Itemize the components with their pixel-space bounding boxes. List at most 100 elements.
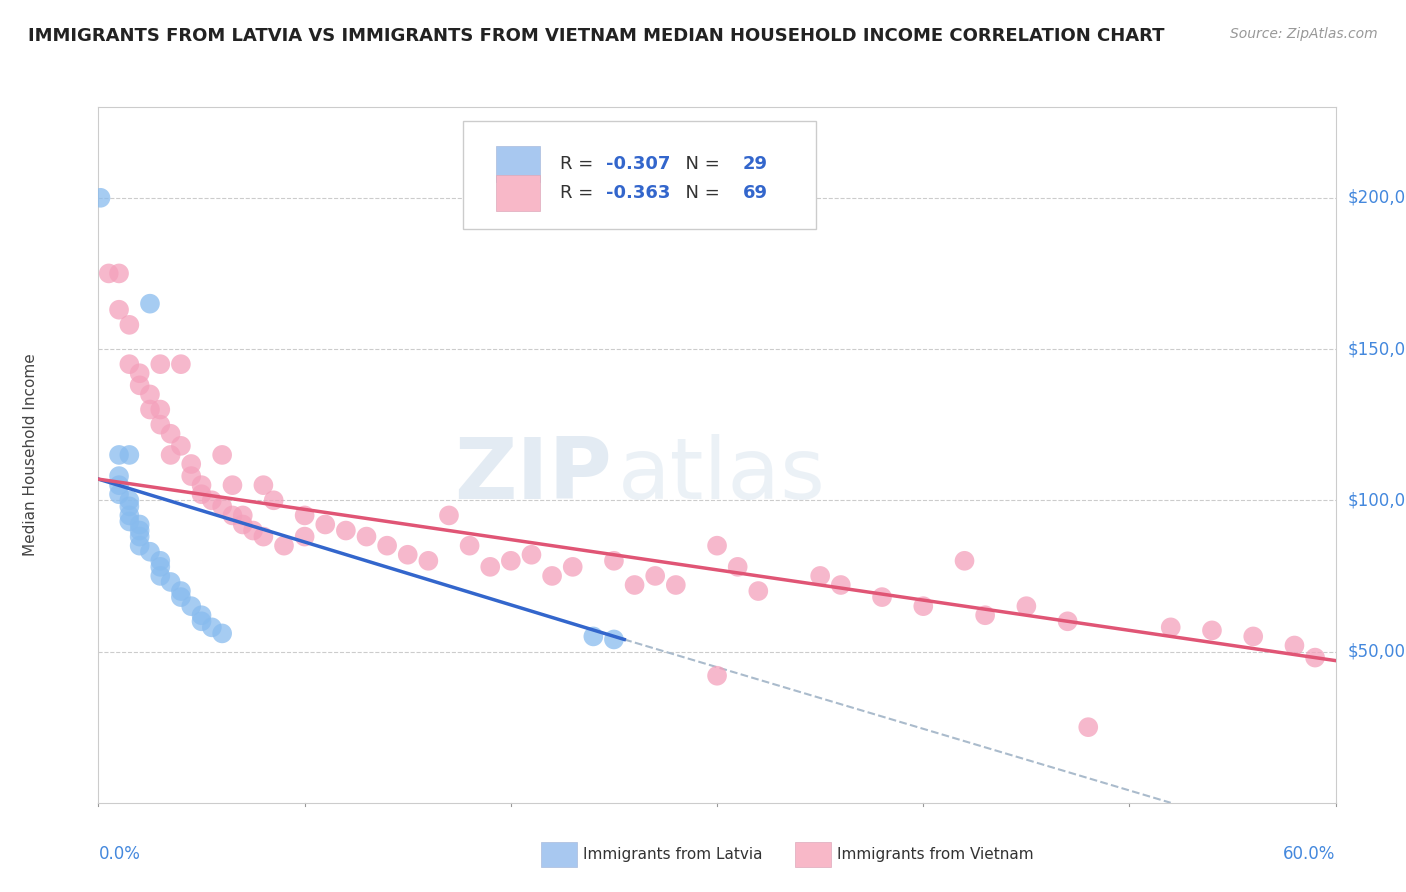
Point bbox=[520, 548, 543, 562]
Point bbox=[808, 569, 831, 583]
Point bbox=[396, 548, 419, 562]
Point bbox=[128, 517, 150, 532]
Point bbox=[314, 517, 336, 532]
Point bbox=[201, 493, 224, 508]
Point bbox=[644, 569, 666, 583]
FancyBboxPatch shape bbox=[464, 121, 815, 229]
Point bbox=[561, 559, 583, 574]
Point bbox=[128, 378, 150, 392]
Point bbox=[747, 584, 769, 599]
Text: $100,000: $100,000 bbox=[1348, 491, 1406, 509]
Point bbox=[727, 559, 749, 574]
Point bbox=[335, 524, 357, 538]
FancyBboxPatch shape bbox=[495, 146, 540, 182]
FancyBboxPatch shape bbox=[495, 175, 540, 211]
Point bbox=[170, 439, 193, 453]
Point bbox=[190, 478, 212, 492]
Point bbox=[190, 487, 212, 501]
Point bbox=[623, 578, 645, 592]
Point bbox=[149, 417, 172, 432]
Point bbox=[1056, 615, 1078, 629]
Point bbox=[375, 539, 398, 553]
Point bbox=[149, 357, 172, 371]
Text: Immigrants from Vietnam: Immigrants from Vietnam bbox=[837, 847, 1033, 862]
Point bbox=[159, 426, 181, 441]
Point bbox=[89, 191, 111, 205]
Point bbox=[139, 402, 162, 417]
Point bbox=[830, 578, 852, 592]
Point bbox=[139, 296, 162, 310]
Text: N =: N = bbox=[673, 155, 725, 173]
Point bbox=[437, 508, 460, 523]
Point bbox=[1241, 629, 1264, 643]
Text: $50,000: $50,000 bbox=[1348, 642, 1406, 661]
FancyBboxPatch shape bbox=[794, 842, 831, 867]
Point bbox=[974, 608, 997, 623]
Point bbox=[128, 366, 150, 380]
Point bbox=[108, 487, 131, 501]
Point bbox=[108, 469, 131, 483]
Point bbox=[190, 615, 212, 629]
Point bbox=[356, 530, 378, 544]
Point bbox=[263, 493, 285, 508]
Point bbox=[159, 448, 181, 462]
Point bbox=[180, 599, 202, 614]
Text: 29: 29 bbox=[742, 155, 768, 173]
Point bbox=[139, 387, 162, 401]
Text: 60.0%: 60.0% bbox=[1284, 845, 1336, 863]
Text: ZIP: ZIP bbox=[454, 434, 612, 517]
Point bbox=[294, 508, 316, 523]
Point bbox=[118, 500, 141, 514]
Point bbox=[149, 402, 172, 417]
Point bbox=[211, 500, 233, 514]
Point bbox=[108, 478, 131, 492]
Point bbox=[870, 590, 893, 604]
Point bbox=[912, 599, 935, 614]
Text: N =: N = bbox=[673, 184, 725, 202]
Point bbox=[108, 267, 131, 281]
Text: Immigrants from Latvia: Immigrants from Latvia bbox=[583, 847, 763, 862]
Point bbox=[479, 559, 502, 574]
Point bbox=[190, 608, 212, 623]
Text: $150,000: $150,000 bbox=[1348, 340, 1406, 358]
Text: R =: R = bbox=[560, 184, 599, 202]
Text: Source: ZipAtlas.com: Source: ZipAtlas.com bbox=[1230, 27, 1378, 41]
Point bbox=[458, 539, 481, 553]
Point bbox=[128, 524, 150, 538]
Text: R =: R = bbox=[560, 155, 599, 173]
Point bbox=[252, 478, 274, 492]
Point bbox=[159, 574, 181, 589]
Point bbox=[118, 448, 141, 462]
Point bbox=[1160, 620, 1182, 634]
Point bbox=[170, 584, 193, 599]
Point bbox=[1284, 639, 1306, 653]
Point bbox=[706, 669, 728, 683]
Point bbox=[1077, 720, 1099, 734]
Point bbox=[1015, 599, 1038, 614]
Point bbox=[180, 457, 202, 471]
Point bbox=[118, 318, 141, 332]
Point bbox=[953, 554, 976, 568]
Point bbox=[128, 539, 150, 553]
Point bbox=[706, 539, 728, 553]
Text: Median Household Income: Median Household Income bbox=[22, 353, 38, 557]
Text: -0.307: -0.307 bbox=[606, 155, 671, 173]
Text: atlas: atlas bbox=[619, 434, 827, 517]
Point bbox=[232, 517, 254, 532]
Point bbox=[541, 569, 564, 583]
Point bbox=[294, 530, 316, 544]
Point bbox=[170, 590, 193, 604]
Point bbox=[108, 302, 131, 317]
Point bbox=[221, 478, 243, 492]
Text: IMMIGRANTS FROM LATVIA VS IMMIGRANTS FROM VIETNAM MEDIAN HOUSEHOLD INCOME CORREL: IMMIGRANTS FROM LATVIA VS IMMIGRANTS FRO… bbox=[28, 27, 1164, 45]
Point bbox=[118, 357, 141, 371]
Point bbox=[201, 620, 224, 634]
Point bbox=[221, 508, 243, 523]
Point bbox=[211, 448, 233, 462]
Point bbox=[118, 515, 141, 529]
Point bbox=[139, 545, 162, 559]
Point bbox=[232, 508, 254, 523]
Point bbox=[499, 554, 522, 568]
Point bbox=[128, 530, 150, 544]
Point bbox=[149, 554, 172, 568]
